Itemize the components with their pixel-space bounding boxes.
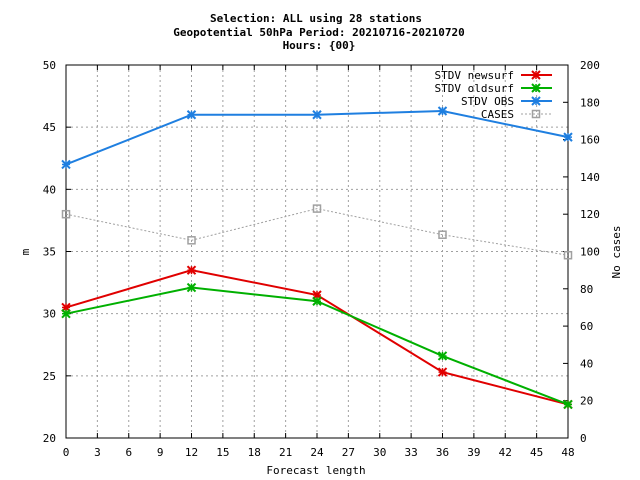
data-point (563, 250, 573, 260)
data-point (563, 399, 573, 410)
y2-tick-label: 180 (580, 96, 600, 109)
data-point (312, 204, 322, 213)
x-tick-label: 48 (561, 446, 574, 459)
title-line-2: Geopotential 50hPa Period: 20210716-2021… (173, 26, 464, 39)
x-tick-label: 21 (279, 446, 292, 459)
x-tick-label: 9 (157, 446, 164, 459)
legend-marker (531, 83, 541, 93)
title-line-3: Hours: {00} (283, 39, 356, 52)
x-tick-label: 36 (436, 446, 449, 459)
data-point (61, 159, 71, 170)
data-point (61, 308, 71, 319)
data-point (437, 367, 448, 377)
x-tick-label: 27 (342, 446, 355, 459)
chart-title: Selection: ALL using 28 stations Geopote… (173, 12, 464, 52)
y-tick-label: 50 (43, 59, 56, 72)
y2-tick-label: 120 (580, 208, 600, 221)
legend-label: STDV newsurf (435, 69, 514, 82)
x-tick-label: 39 (467, 446, 480, 459)
y2-axis-label: No cases (610, 226, 623, 279)
legend-label: STDV OBS (461, 95, 514, 108)
data-point (186, 265, 197, 275)
x-tick-label: 6 (125, 446, 132, 459)
data-point (312, 110, 322, 120)
title-line-1: Selection: ALL using 28 stations (210, 12, 422, 25)
x-tick-label: 3 (94, 446, 101, 459)
y2-tick-label: 100 (580, 246, 600, 259)
data-point (61, 209, 71, 219)
data-point (186, 110, 197, 120)
x-axis-label: Forecast length (266, 464, 365, 477)
data-point (438, 230, 447, 239)
series (61, 106, 573, 410)
y-axis-label: m (19, 248, 32, 255)
series-line-4 (65, 208, 569, 256)
x-tick-label: 30 (373, 446, 386, 459)
y2-tick-label: 40 (580, 357, 593, 370)
legend-label: CASES (481, 108, 514, 121)
x-tick-label: 33 (405, 446, 418, 459)
legend-marker (531, 109, 541, 119)
x-tick-label: 45 (530, 446, 543, 459)
x-tick-label: 24 (310, 446, 324, 459)
x-tick-label: 0 (63, 446, 70, 459)
data-point (437, 351, 448, 361)
y2-tick-label: 200 (580, 59, 600, 72)
data-point (312, 296, 322, 306)
legend-label: STDV oldsurf (435, 82, 514, 95)
y-tick-label: 20 (43, 432, 56, 445)
y-tick-label: 30 (43, 308, 56, 321)
y2-tick-label: 160 (580, 134, 600, 147)
x-tick-label: 12 (185, 446, 198, 459)
x-tick-label: 42 (499, 446, 512, 459)
y-tick-label: 45 (43, 121, 56, 134)
x-tick-label: 18 (248, 446, 261, 459)
data-point (437, 106, 448, 116)
y2-tick-label: 140 (580, 171, 600, 184)
y-tick-label: 40 (43, 183, 56, 196)
data-point (187, 236, 196, 245)
legend-marker (531, 96, 541, 106)
y-tick-label: 35 (43, 246, 56, 259)
legend-marker (531, 70, 541, 80)
data-point (186, 282, 197, 293)
axes: 0 3 6 9 12 15 18 21 24 27 30 33 36 39 42 45 482025303540… (43, 59, 600, 459)
y-tick-label: 25 (43, 370, 56, 383)
grid (66, 65, 568, 438)
data-point (563, 132, 573, 142)
y2-tick-label: 80 (580, 283, 593, 296)
y2-tick-label: 0 (580, 432, 587, 445)
y2-tick-label: 60 (580, 320, 593, 333)
y2-tick-label: 20 (580, 395, 593, 408)
x-tick-label: 15 (216, 446, 229, 459)
